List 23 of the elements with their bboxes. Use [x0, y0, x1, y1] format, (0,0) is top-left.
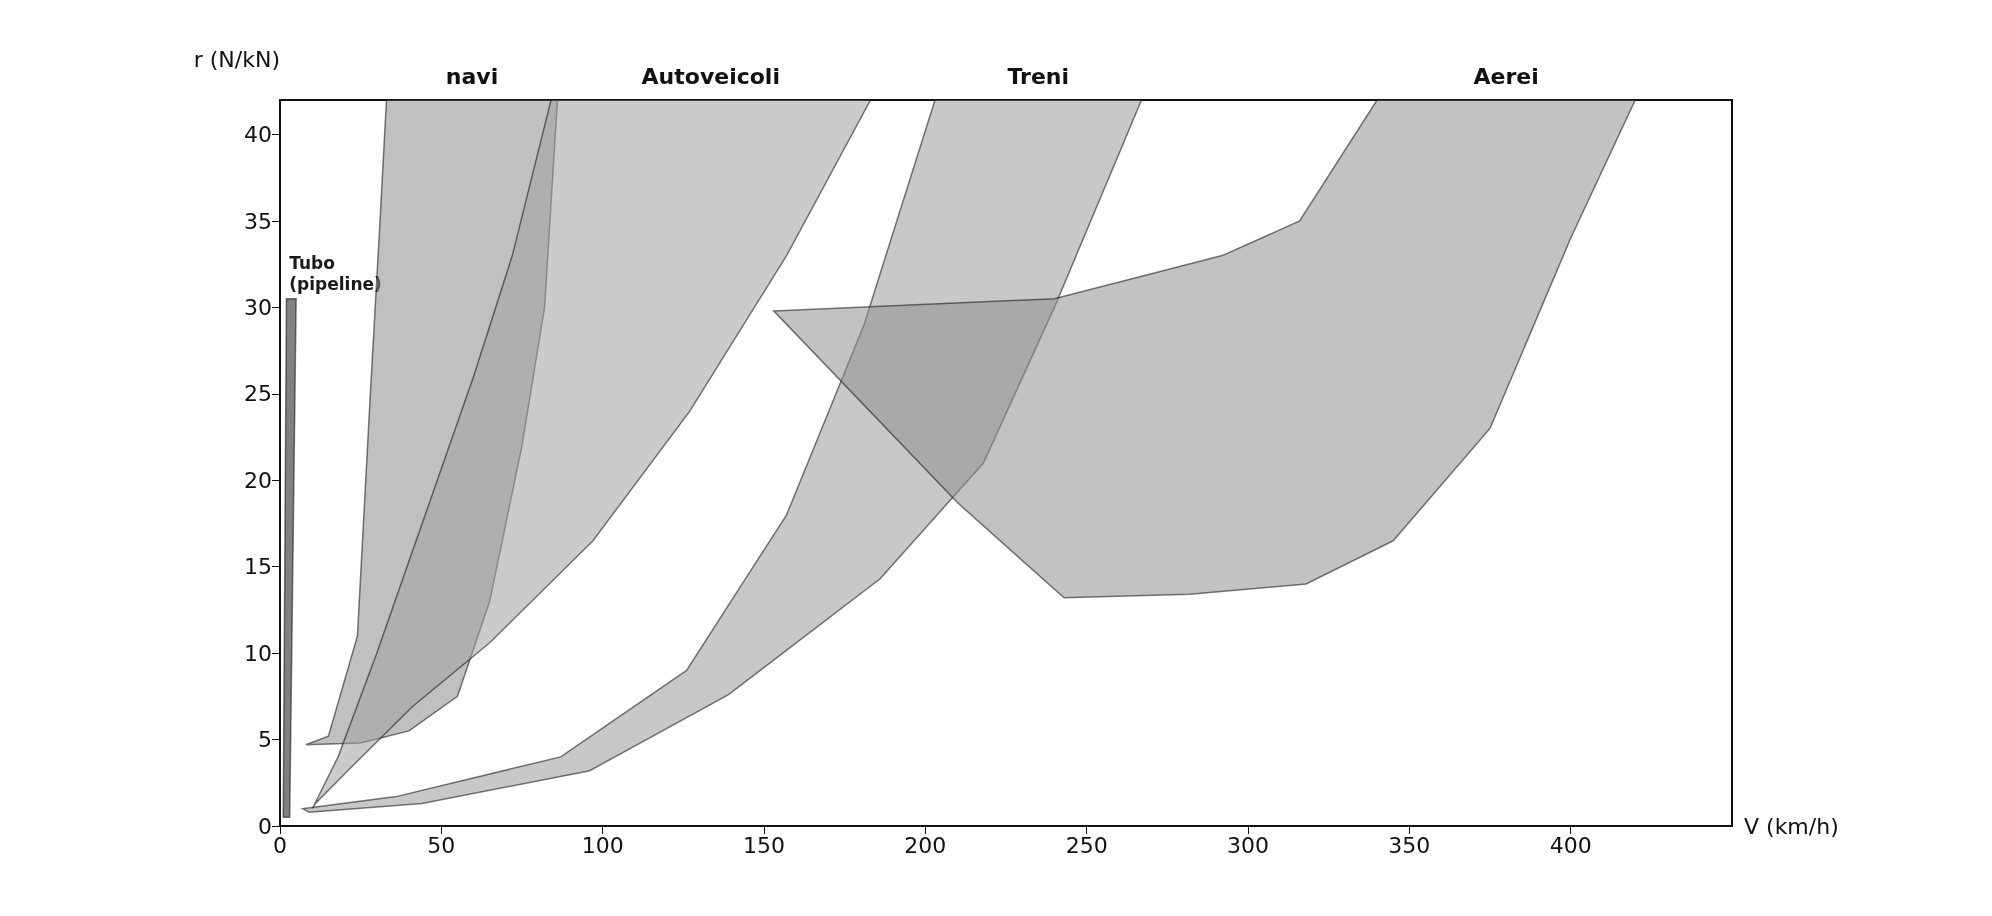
x-tick-label: 400 — [1549, 832, 1592, 858]
series-label: Autoveicoli — [641, 63, 780, 89]
y-axis-title: r (N/kN) — [193, 46, 280, 72]
series-label: Treni — [1007, 63, 1070, 89]
series-label: navi — [445, 63, 499, 89]
x-tick-label: 350 — [1388, 832, 1431, 858]
y-tick-label: 30 — [244, 294, 272, 320]
series-label: Aerei — [1473, 63, 1539, 89]
x-tick-label: 200 — [904, 832, 947, 858]
x-tick-label: 100 — [581, 832, 624, 858]
y-tick-label: 5 — [258, 727, 272, 753]
y-tick-label: 10 — [244, 640, 272, 666]
y-tick-label: 0 — [258, 813, 272, 839]
y-tick-label: 15 — [244, 554, 272, 580]
x-tick-label: 50 — [427, 832, 456, 858]
y-tick-label: 25 — [244, 381, 272, 407]
y-tick-label: 35 — [244, 208, 272, 234]
x-tick-label: 250 — [1065, 832, 1108, 858]
x-tick-label: 150 — [743, 832, 785, 858]
y-tick-label: 20 — [244, 467, 272, 493]
x-axis-title: V (km/h) — [1744, 813, 1839, 839]
y-tick-label: 40 — [244, 122, 272, 148]
x-tick-label: 300 — [1227, 832, 1269, 858]
